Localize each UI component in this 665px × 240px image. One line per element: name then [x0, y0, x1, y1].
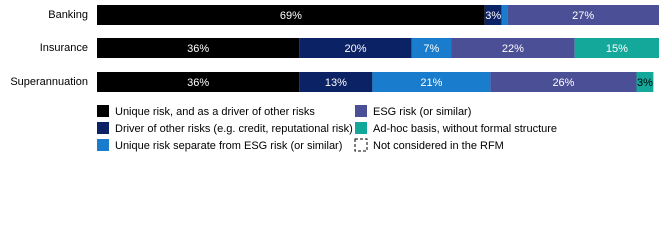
- chart: Banking 69% 3% 27% Insurance 36% 20% 7% 22% 15% Su…: [10, 5, 659, 152]
- data-label: 69%: [280, 10, 302, 22]
- category-label: Superannuation: [10, 76, 88, 88]
- bar-segment: [490, 72, 637, 92]
- bar-segment: [501, 5, 508, 25]
- data-label: 7%: [423, 43, 439, 55]
- bar-segment: [97, 38, 300, 58]
- data-label: 3%: [637, 77, 653, 89]
- legend-label: ESG risk (or similar): [373, 106, 471, 118]
- bar-segment: [574, 38, 659, 58]
- data-label: 26%: [552, 77, 574, 89]
- legend-label: Unique risk separate from ESG risk (or s…: [115, 140, 342, 152]
- legend-swatch: [97, 105, 109, 117]
- legend-swatch: [354, 138, 368, 152]
- data-label: 36%: [187, 77, 209, 89]
- legend-swatch: [97, 122, 109, 134]
- legend-swatch: [97, 139, 109, 151]
- data-label: 3%: [485, 10, 501, 22]
- data-label: 36%: [187, 43, 209, 55]
- category-label: Insurance: [40, 42, 88, 54]
- bar-segment: [97, 5, 485, 25]
- data-label: 27%: [572, 10, 594, 22]
- bar-segment: [484, 5, 502, 25]
- bar-segment: [372, 72, 491, 92]
- bar-segment: [507, 5, 659, 25]
- legend-label: Unique risk, and as a driver of other ri…: [115, 106, 315, 118]
- data-label: 13%: [325, 77, 347, 89]
- data-label: 15%: [606, 43, 628, 55]
- bar-segment: [97, 72, 300, 92]
- data-label: 20%: [345, 43, 367, 55]
- bar-segment: [451, 38, 575, 58]
- data-label: 22%: [502, 43, 524, 55]
- legend-label: Driver of other risks (e.g. credit, repu…: [115, 123, 353, 135]
- bar-segment: [299, 72, 373, 92]
- data-label: 21%: [420, 77, 442, 89]
- bar-segment: [411, 38, 452, 58]
- legend-swatch: [355, 122, 367, 134]
- legend-swatch: [355, 105, 367, 117]
- legend-label: Ad-hoc basis, without formal structure: [373, 123, 557, 135]
- category-label: Banking: [48, 9, 88, 21]
- bar-segment: [299, 38, 412, 58]
- bar-segment: [636, 72, 654, 92]
- legend-label: Not considered in the RFM: [373, 140, 504, 152]
